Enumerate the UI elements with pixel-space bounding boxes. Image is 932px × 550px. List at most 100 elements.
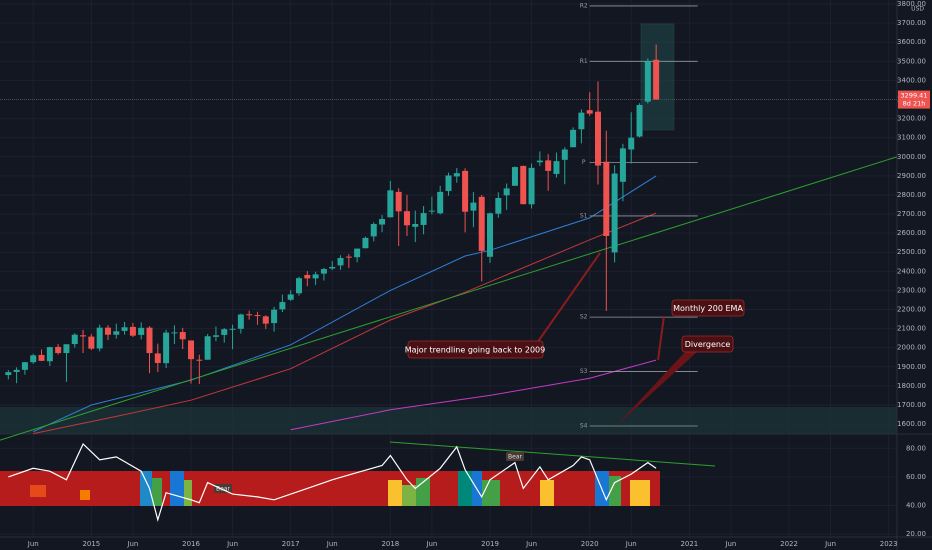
candle-body [586,110,593,114]
candle-body [271,309,278,324]
candle-body [379,219,386,225]
candle-body [262,316,269,324]
candle-body [287,294,294,300]
callout-line [615,351,698,427]
divergence-line [389,441,716,467]
pivot-label: P [582,159,586,166]
heatmap-cell [609,476,621,506]
candle-body [570,129,577,148]
candle-body [312,274,319,279]
heatmap-cell [184,480,192,506]
annotation-box [671,299,745,317]
y-tick-label: 2700.00 [897,210,926,218]
candle-body [104,327,111,335]
candle-body [204,336,211,360]
candle-body [412,223,419,227]
y-tick-label: 80.00 [906,444,926,452]
candle-body [237,314,244,329]
x-tick-label: 2018 [381,540,399,548]
candle-body [503,188,510,196]
oscillator-line [8,442,657,522]
callout-line [536,252,601,344]
candle-body [345,256,352,258]
candle-body [171,332,178,334]
candle-body [121,327,128,331]
heatmap-band [0,471,660,506]
y-tick-label: 3200.00 [897,115,926,123]
x-tick-label: 2017 [282,540,300,548]
y-tick-label: 3100.00 [897,134,926,142]
candle-body [487,213,494,257]
y-tick-label: 3000.00 [897,153,926,161]
currency: USD [911,6,924,13]
candle-body [129,326,136,336]
candle-body [528,167,535,205]
last-price-tag [898,90,930,109]
y-tick-label: 2600.00 [897,229,926,237]
y-tick-label: 3800.00 [897,0,926,8]
candle-body [520,165,527,205]
y-tick-label: 2000.00 [897,344,926,352]
candle-body [478,196,485,251]
candle-body [561,149,568,160]
candle-body [395,191,402,212]
candle-body [653,59,660,100]
candle-body [553,161,560,174]
candle-body [179,332,186,340]
countdown: 8d 21h [903,100,926,108]
x-tick-label: 2015 [82,540,100,548]
y-tick-label: 3600.00 [897,38,926,46]
heatmap [0,471,660,506]
x-tick-label: 2016 [182,540,200,548]
y-tick-label: 20.00 [906,530,926,538]
indicator-line [33,212,657,435]
x-tick-label: Jun [525,540,537,548]
candle-body [453,173,460,177]
support-zone [0,407,897,434]
candle-body [38,354,45,361]
candle-body [80,335,87,337]
y-tick-label: 3700.00 [897,19,926,27]
x-tick-label: 2023 [880,540,898,548]
pivot-label: S4 [580,422,588,429]
indicator-line [0,156,898,441]
candle-body [63,344,70,354]
heatmap-cell [482,480,500,506]
candle-body [619,148,626,182]
candle-body [229,328,236,330]
pivot-label: S1 [580,212,588,219]
pivot-label: S3 [580,368,588,375]
heatmap-cell [458,471,472,506]
grid [0,0,897,537]
y-tick-label: 2400.00 [897,267,926,275]
annotation: Bear [508,454,522,461]
y-tick-label: 2500.00 [897,248,926,256]
annotation: Monthly 200 EMA [673,304,743,313]
candle-body [403,211,410,226]
candle-body [96,327,103,349]
candle-body [370,223,377,237]
annotation: Major trendline going back to 2009 [405,346,545,355]
x-tick-label: Jun [27,540,39,548]
candle-body [511,167,518,186]
heatmap-cell [30,485,46,497]
pivot-label: R2 [580,2,588,9]
y-tick-label: 1700.00 [897,401,926,409]
candle-body [428,210,435,212]
candle-body [545,160,552,171]
x-tick-label: Jun [824,540,836,548]
annotation-box [506,452,524,461]
y-tick-label: 60.00 [906,473,926,481]
candle-body [595,111,601,166]
candle-body [5,372,12,376]
candle-body [611,173,618,253]
candle-body [470,202,477,211]
x-tick-label: Jun [425,540,437,548]
candle-body [154,353,161,363]
candle-body [212,335,219,337]
candle-body [88,336,95,349]
heatmap-cell [388,480,402,506]
indicator-line [290,359,657,431]
